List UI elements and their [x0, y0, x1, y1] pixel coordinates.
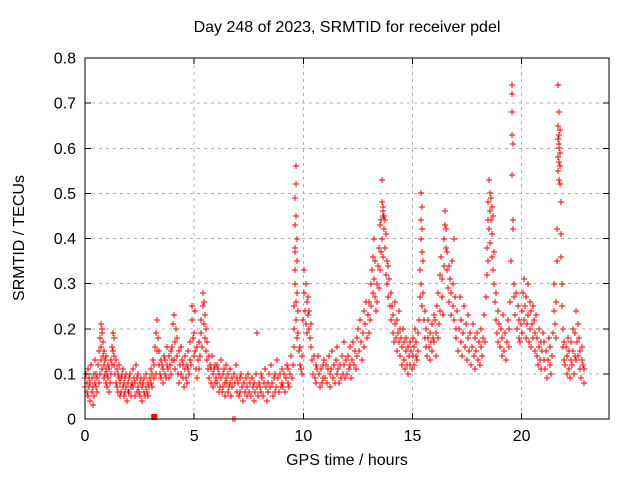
y-tick-label: 0.5 — [54, 186, 76, 203]
y-axis-label: SRMTID / TECUs — [11, 175, 28, 301]
x-tick-label: 15 — [404, 428, 422, 445]
gridlines — [85, 58, 609, 419]
y-tick-label: 0.2 — [54, 321, 76, 338]
y-tick-label: 0.3 — [54, 276, 76, 293]
y-tick-label: 0.4 — [54, 231, 76, 248]
scatter-points — [82, 82, 587, 422]
x-tick-label: 10 — [294, 428, 312, 445]
x-axis-label: GPS time / hours — [286, 452, 408, 469]
gap-marker-square — [151, 414, 158, 420]
y-tick-label: 0.6 — [54, 141, 76, 158]
axis-ticks — [84, 57, 609, 420]
x-tick-label: 20 — [513, 428, 531, 445]
chart-title: Day 248 of 2023, SRMTID for receiver pde… — [194, 19, 501, 36]
y-tick-label: 0.7 — [54, 96, 76, 113]
tick-labels: 0 5 10 15 20 0 0.1 0.2 0.3 0.4 0.5 0.6 0.7 0.8 — [54, 51, 531, 446]
y-tick-label: 0 — [67, 412, 76, 429]
x-tick-label: 5 — [190, 428, 199, 445]
y-tick-label: 0.8 — [54, 51, 76, 68]
y-tick-label: 0.1 — [54, 366, 76, 383]
x-tick-label: 0 — [81, 428, 90, 445]
data-points — [82, 82, 587, 422]
